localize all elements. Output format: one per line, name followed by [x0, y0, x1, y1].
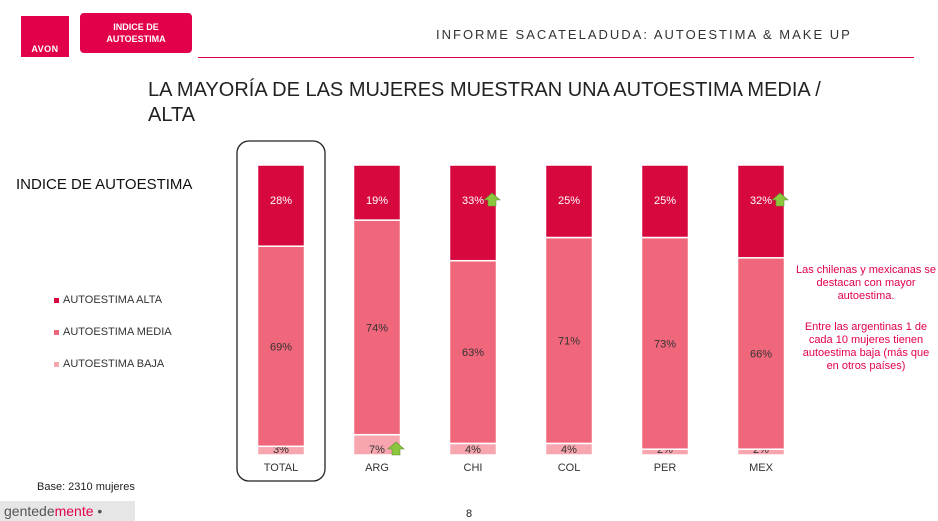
- data-label-mex-1: 66%: [750, 349, 772, 361]
- category-label-chi: CHI: [464, 462, 483, 474]
- up-arrow-icon: [483, 192, 501, 207]
- data-label-arg-1: 74%: [366, 322, 388, 334]
- bar-segment-mex-autoestima-media: [736, 257, 786, 450]
- bar-segment-chi-autoestima-media: [448, 259, 498, 445]
- bar-segment-total-autoestima-alta: [256, 164, 306, 247]
- bar-segment-chi-autoestima-alta: [448, 164, 498, 262]
- avon-logo: AVON: [21, 16, 69, 57]
- legend-item-alta: AUTOESTIMA ALTA: [54, 294, 162, 306]
- brand-part2: mente: [54, 503, 94, 519]
- data-label-per-2: 25%: [654, 195, 676, 207]
- logo-text: AVON: [31, 44, 59, 54]
- legend-label-media: AUTOESTIMA MEDIA: [63, 326, 172, 338]
- bar-segment-arg-autoestima-media: [352, 219, 402, 436]
- data-label-col-2: 25%: [558, 195, 580, 207]
- brand-part1: gentede: [4, 503, 55, 519]
- note-chilenas-mexicanas: Las chilenas y mexicanas se destacan con…: [796, 264, 937, 302]
- legend-label-alta: AUTOESTIMA ALTA: [63, 294, 163, 306]
- category-label-arg: ARG: [365, 462, 389, 474]
- section-tag-line1: INDICE DE: [113, 22, 159, 32]
- note-argentinas: Entre las argentinas 1 de cada 10 mujere…: [802, 321, 930, 372]
- chart-side-title: INDICE DE AUTOESTIMA: [16, 176, 193, 193]
- bar-segment-per-autoestima-alta: [640, 164, 690, 239]
- page-number: 8: [466, 508, 473, 520]
- data-label-col-1: 71%: [558, 335, 580, 347]
- page-title: LA MAYORÍA DE LAS MUJERES MUESTRAN UNA A…: [148, 79, 821, 126]
- bar-segment-total-autoestima-media: [256, 245, 306, 448]
- up-arrow-icon: [771, 192, 789, 207]
- data-label-mex-2: 32%: [750, 195, 772, 207]
- legend-swatch-media: [54, 329, 59, 335]
- bar-segment-mex-autoestima-alta: [736, 164, 786, 259]
- sample-base: Base: 2310 mujeres: [37, 481, 135, 493]
- legend-swatch-alta: [54, 297, 59, 303]
- legend-label-baja: AUTOESTIMA BAJA: [63, 358, 165, 370]
- emphasis-frame-total: [236, 140, 326, 482]
- bar-segment-arg-autoestima-alta: [352, 164, 402, 221]
- category-label-mex: MEX: [749, 462, 774, 474]
- category-label-per: PER: [654, 462, 677, 474]
- data-label-chi-2: 33%: [462, 195, 484, 207]
- header-divider: [198, 57, 914, 58]
- legend-swatch-baja: [54, 361, 59, 367]
- section-tag: INDICE DE AUTOESTIMA: [80, 13, 192, 53]
- data-label-per-1: 73%: [654, 338, 676, 350]
- brand-logo: gentedemente •: [0, 501, 135, 521]
- legend-item-media: AUTOESTIMA MEDIA: [54, 326, 172, 338]
- legend-item-baja: AUTOESTIMA BAJA: [54, 358, 164, 370]
- data-label-total-1: 69%: [270, 341, 292, 353]
- category-label-total: TOTAL: [264, 462, 298, 474]
- category-label-col: COL: [558, 462, 581, 474]
- data-label-chi-1: 63%: [462, 347, 484, 359]
- data-label-total-2: 28%: [270, 195, 292, 207]
- data-label-col-0: 4%: [561, 444, 577, 456]
- up-arrow-icon: [387, 441, 405, 456]
- bar-segment-col-autoestima-alta: [544, 164, 594, 239]
- insight-notes: Las chilenas y mexicanas se destacan con…: [796, 264, 936, 391]
- data-label-arg-2: 19%: [366, 195, 388, 207]
- section-tag-line2: AUTOESTIMA: [106, 34, 166, 44]
- data-label-arg-0: 7%: [369, 444, 385, 456]
- report-title: INFORME SACATELADUDA: AUTOESTIMA & MAKE …: [436, 27, 852, 42]
- data-label-chi-0: 4%: [465, 444, 481, 456]
